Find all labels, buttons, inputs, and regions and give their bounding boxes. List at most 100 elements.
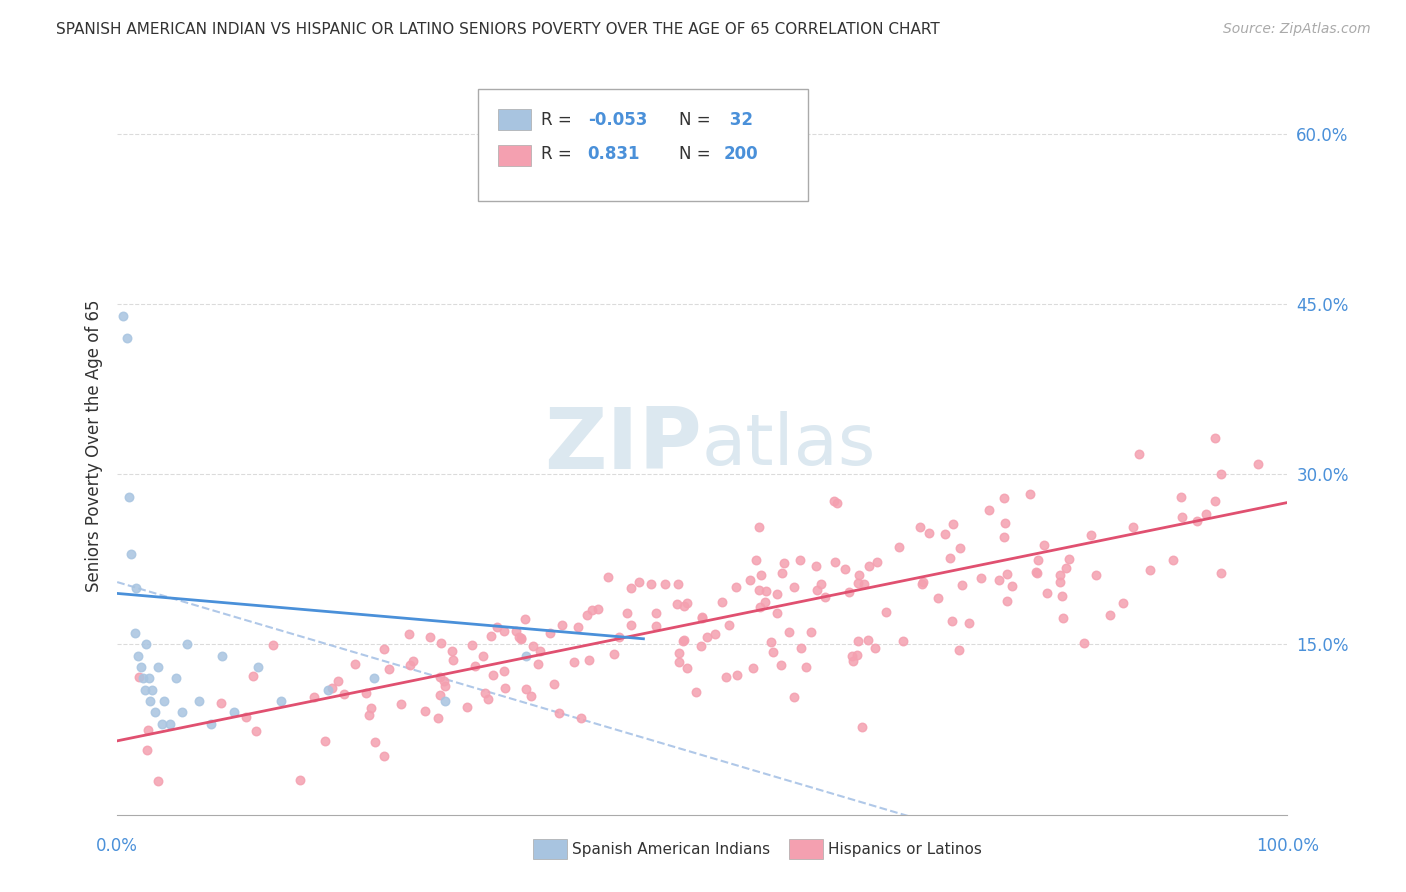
Point xyxy=(848,567,870,582)
Point xyxy=(510,632,533,646)
Point xyxy=(1247,457,1270,471)
Point xyxy=(120,547,142,561)
Point xyxy=(1049,568,1071,582)
Point xyxy=(1204,431,1226,445)
Point xyxy=(471,648,494,663)
Point xyxy=(846,634,869,648)
Point xyxy=(810,577,832,591)
Point xyxy=(246,660,269,674)
Point xyxy=(910,577,932,591)
Point xyxy=(426,711,449,725)
Point xyxy=(314,733,336,747)
Point xyxy=(127,648,149,663)
Point xyxy=(841,649,863,664)
Point xyxy=(1080,527,1102,541)
Point xyxy=(125,581,148,595)
Point xyxy=(200,716,222,731)
Point xyxy=(834,562,856,576)
Point xyxy=(794,660,817,674)
Point xyxy=(1033,538,1056,552)
Point xyxy=(789,641,811,656)
Text: atlas: atlas xyxy=(702,411,876,481)
Point xyxy=(562,655,585,669)
Text: R =: R = xyxy=(541,145,582,163)
Point xyxy=(363,672,385,686)
Point xyxy=(550,618,572,632)
Point xyxy=(995,594,1018,608)
Point xyxy=(288,773,311,788)
Point xyxy=(242,669,264,683)
Point xyxy=(1001,579,1024,593)
Point xyxy=(979,503,1001,517)
Point xyxy=(1211,467,1233,482)
Point xyxy=(575,608,598,623)
Point xyxy=(464,659,486,673)
Point xyxy=(825,496,848,510)
Point xyxy=(112,309,135,323)
Point xyxy=(128,670,150,684)
Point xyxy=(513,612,536,626)
Point xyxy=(481,629,503,643)
Point xyxy=(211,648,233,663)
Text: 32: 32 xyxy=(724,111,754,128)
Point xyxy=(711,594,734,608)
Point xyxy=(492,664,515,678)
Point xyxy=(135,637,157,651)
Point xyxy=(993,530,1015,544)
Point xyxy=(429,689,451,703)
Point xyxy=(441,653,464,667)
Point xyxy=(934,527,956,541)
Point xyxy=(804,559,827,574)
Point xyxy=(1026,566,1049,581)
Text: Spanish American Indians: Spanish American Indians xyxy=(572,842,770,856)
Point xyxy=(136,742,159,756)
Text: R =: R = xyxy=(541,111,578,128)
Point xyxy=(1128,447,1150,461)
Point xyxy=(927,591,949,606)
Point xyxy=(505,624,527,639)
Point xyxy=(912,574,935,589)
Point xyxy=(824,555,846,569)
Point xyxy=(529,644,551,658)
Point xyxy=(441,644,464,658)
Point xyxy=(949,541,972,555)
Point xyxy=(783,690,806,705)
Point xyxy=(754,595,776,609)
Point xyxy=(666,597,689,611)
Point xyxy=(1209,566,1232,581)
Point xyxy=(1026,553,1049,567)
Point xyxy=(146,773,169,788)
Point xyxy=(1052,590,1074,604)
Point xyxy=(838,584,860,599)
Point xyxy=(676,661,699,675)
Point xyxy=(918,526,941,541)
Point xyxy=(783,580,806,594)
Point xyxy=(1054,561,1077,575)
Point xyxy=(851,720,873,734)
Point xyxy=(159,716,181,731)
Point xyxy=(751,567,773,582)
Point xyxy=(548,706,571,720)
Point xyxy=(115,331,138,345)
Point xyxy=(581,603,603,617)
Point xyxy=(304,690,326,705)
Point xyxy=(724,580,747,594)
Point xyxy=(970,571,993,585)
Point xyxy=(1019,487,1042,501)
Point xyxy=(910,519,932,533)
Point xyxy=(399,657,422,672)
Point xyxy=(235,710,257,724)
Point xyxy=(668,646,690,660)
Text: N =: N = xyxy=(679,145,716,163)
Point xyxy=(415,705,437,719)
Point xyxy=(738,573,761,587)
Point xyxy=(748,520,770,534)
Point xyxy=(510,631,533,645)
Point xyxy=(995,567,1018,582)
Point xyxy=(762,645,785,659)
Point xyxy=(1084,568,1107,582)
Point xyxy=(789,553,811,567)
Point xyxy=(749,599,772,614)
Point xyxy=(645,606,668,620)
Point xyxy=(402,654,425,668)
